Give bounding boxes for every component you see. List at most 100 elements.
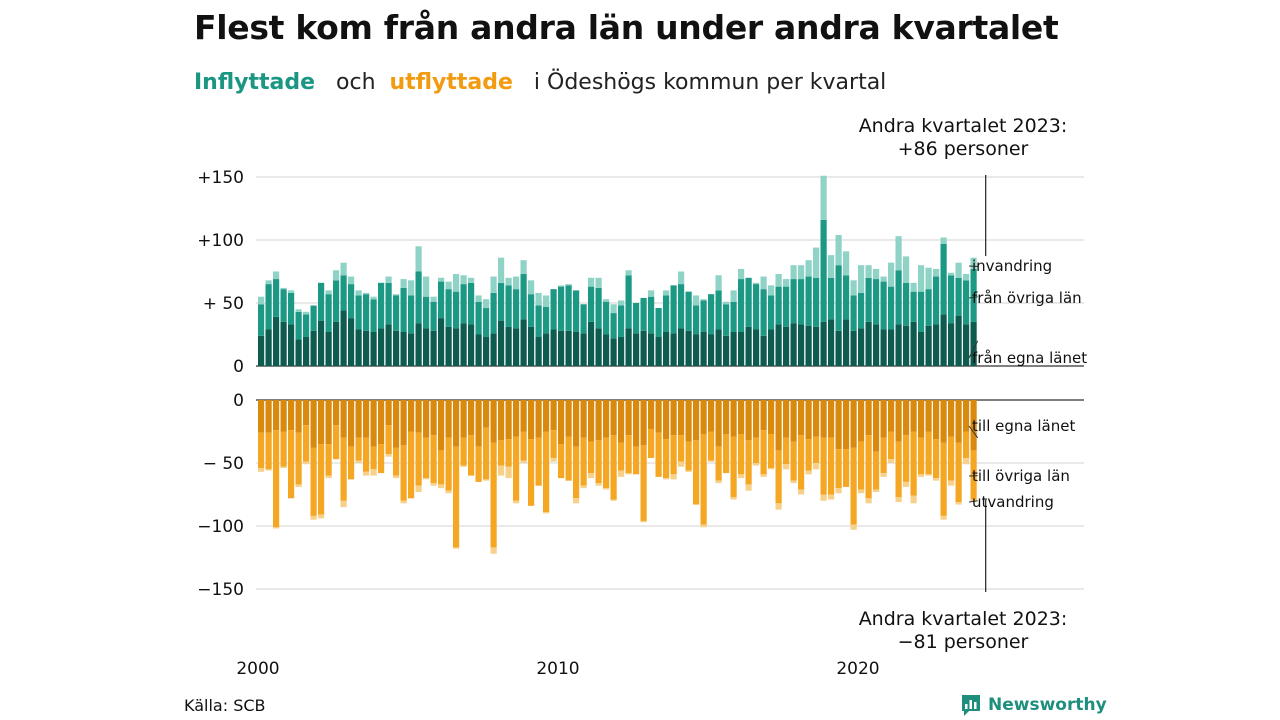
bar-out-segment (895, 441, 902, 498)
bar-in-segment (333, 280, 340, 322)
bar-out-segment (280, 466, 287, 469)
bar-out-segment (813, 436, 820, 463)
bar-in-segment (640, 330, 647, 366)
bar-in-segment (865, 277, 872, 322)
bar-in-segment (805, 276, 812, 326)
bar-out-segment (670, 435, 677, 475)
bar-out-segment (865, 400, 872, 436)
bar-in-segment (910, 321, 917, 366)
bar-out-segment (820, 437, 827, 495)
bar-in-segment (378, 328, 385, 366)
bar-in-segment (798, 279, 805, 325)
bar-out-segment (565, 436, 572, 481)
bar-out-segment (610, 435, 617, 500)
bar-out-segment (325, 444, 332, 476)
bar-out-segment (858, 489, 865, 494)
bar-out-segment (625, 435, 632, 474)
bar-in-segment (970, 268, 977, 322)
bar-out-segment (513, 500, 520, 504)
bar-in-segment (963, 274, 970, 281)
bar-out-segment (798, 489, 805, 495)
bar-in-segment (580, 333, 587, 366)
bar-in-segment (348, 276, 355, 285)
bar-out-segment (715, 446, 722, 481)
bar-in-segment (648, 290, 655, 297)
bar-out-segment (895, 400, 902, 442)
bar-out-segment (273, 430, 280, 528)
bar-in-segment (760, 335, 767, 366)
bar-out-segment (325, 400, 332, 445)
bar-in-segment (693, 305, 700, 335)
bar-in-segment (655, 337, 662, 366)
bar-out-segment (310, 447, 317, 516)
bar-in-segment (325, 290, 332, 295)
y-tick-label: +100 (197, 231, 244, 251)
bar-out-segment (805, 400, 812, 440)
bar-in-segment (475, 301, 482, 335)
bar-out-segment (340, 500, 347, 508)
bar-out-segment (453, 446, 460, 548)
bar-in-segment (783, 279, 790, 287)
bar-in-segment (708, 334, 715, 366)
bar-in-segment (363, 294, 370, 331)
bar-out-segment (663, 439, 670, 479)
bar-in-segment (873, 268, 880, 280)
bar-in-segment (955, 315, 962, 366)
bar-in-segment (888, 262, 895, 287)
bar-in-segment (520, 274, 527, 320)
bar-in-segment (498, 257, 505, 283)
bar-out-segment (280, 431, 287, 467)
bar-out-segment (460, 400, 467, 438)
bar-in-segment (363, 330, 370, 366)
bar-out-segment (768, 468, 775, 470)
bar-in-segment (543, 333, 550, 366)
bar-in-segment (873, 324, 880, 366)
bar-in-segment (423, 276, 430, 297)
newsworthy-logo[interactable]: Newsworthy (960, 693, 1107, 717)
bar-in-segment (400, 331, 407, 366)
bar-in-segment (295, 339, 302, 366)
bar-out-segment (603, 437, 610, 489)
bar-out-segment (745, 484, 752, 491)
bar-out-segment (378, 400, 385, 445)
bar-out-segment (903, 481, 910, 487)
bar-in-segment (498, 320, 505, 366)
bar-out-segment (295, 432, 302, 485)
bar-in-segment (595, 328, 602, 366)
bar-out-segment (970, 400, 977, 451)
bar-out-segment (385, 425, 392, 455)
bar-out-segment (490, 400, 497, 443)
series-label-leader (968, 296, 978, 299)
bar-in-segment (363, 292, 370, 295)
bar-in-segment (535, 292, 542, 306)
bar-out-segment (370, 446, 377, 470)
bar-in-segment (580, 304, 587, 334)
bar-in-segment (370, 296, 377, 300)
bar-in-segment (355, 290, 362, 296)
bar-out-segment (475, 400, 482, 447)
bar-out-segment (505, 400, 512, 440)
bar-in-segment (948, 272, 955, 276)
bar-in-segment (543, 306, 550, 334)
bar-out-segment (348, 400, 355, 447)
bar-in-segment (753, 329, 760, 366)
bar-in-segment (820, 321, 827, 366)
bar-in-segment (258, 335, 265, 366)
bar-in-segment (768, 295, 775, 330)
bar-out-segment (595, 440, 602, 484)
bar-out-segment (745, 440, 752, 485)
bar-out-segment (535, 437, 542, 486)
bar-out-segment (505, 439, 512, 467)
bar-in-segment (693, 334, 700, 366)
bar-in-segment (618, 300, 625, 306)
bar-in-segment (595, 277, 602, 288)
bar-in-segment (768, 329, 775, 366)
bar-in-segment (925, 289, 932, 326)
bar-in-segment (295, 309, 302, 312)
bar-out-segment (453, 547, 460, 549)
bar-out-segment (738, 400, 745, 435)
bar-out-segment (258, 400, 265, 433)
bar-out-segment (333, 400, 340, 426)
bar-out-segment (963, 400, 970, 432)
bar-out-segment (363, 437, 370, 472)
